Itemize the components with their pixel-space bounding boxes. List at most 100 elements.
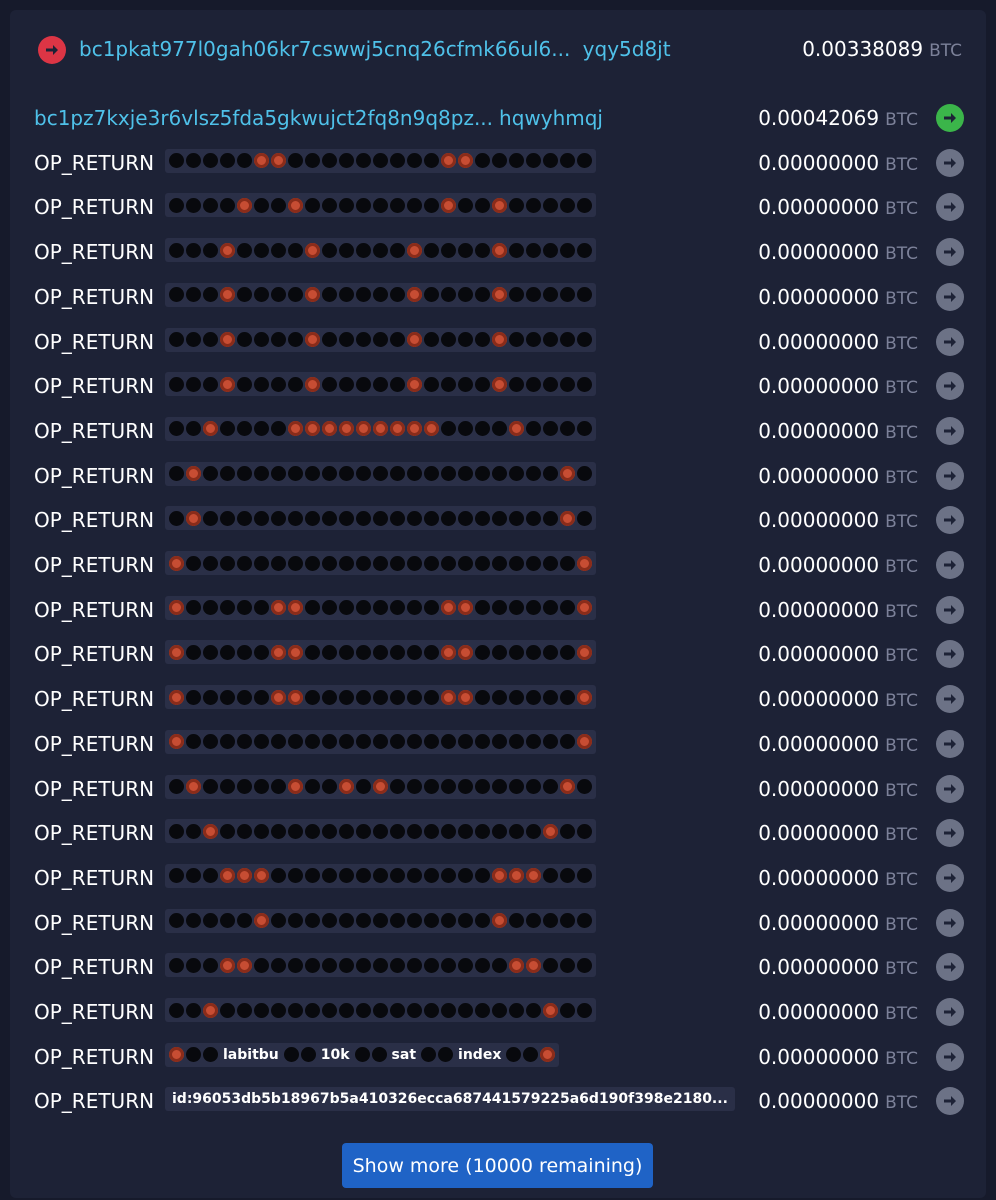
black-circle-emoji: [254, 466, 269, 482]
arrow-right-icon[interactable]: [936, 282, 964, 311]
black-circle-emoji: [254, 823, 269, 839]
output-address-start[interactable]: bc1pz7kxje3r6vlsz5fda5gkwujct2fq8n9q8pz.…: [34, 106, 494, 130]
red-face-emoji: [186, 510, 201, 526]
arrow-right-icon[interactable]: [936, 193, 964, 222]
black-circle-emoji: [475, 421, 490, 437]
black-circle-emoji: [509, 823, 524, 839]
black-circle-emoji: [220, 779, 235, 794]
black-circle-emoji: [526, 779, 541, 794]
output-amount-value: 0.00000000: [758, 776, 880, 801]
black-circle-emoji: [186, 555, 201, 571]
black-circle-emoji: [237, 466, 252, 482]
arrow-right-icon[interactable]: [38, 36, 66, 64]
arrow-right-icon[interactable]: [936, 640, 964, 669]
black-circle-emoji: [254, 957, 269, 973]
black-circle-emoji: [492, 957, 507, 973]
arrow-right-icon[interactable]: [936, 685, 964, 714]
red-face-emoji: [424, 421, 439, 437]
output-row: OP_RETURN 0.00000000 BTC: [34, 994, 964, 1034]
op-return-label: OP_RETURN: [34, 374, 155, 399]
black-circle-emoji: [339, 510, 354, 526]
output-row: OP_RETURN 0.00000000 BTC: [34, 771, 964, 811]
arrow-right-icon[interactable]: [936, 372, 964, 401]
output-amount-value: 0.00000000: [758, 195, 880, 220]
black-circle-emoji: [356, 734, 371, 750]
black-circle-emoji: [186, 600, 201, 616]
output-amount-value: 0.00000000: [758, 150, 880, 175]
arrow-right-icon[interactable]: [936, 819, 964, 848]
black-circle-emoji: [237, 689, 252, 705]
black-circle-emoji: [305, 555, 320, 571]
arrow-right-icon[interactable]: [936, 461, 964, 490]
black-circle-emoji: [475, 1002, 490, 1018]
black-circle-emoji: [543, 957, 558, 973]
black-circle-emoji: [169, 779, 184, 794]
input-address-start[interactable]: bc1pkat977l0gah06kr7cswwj5cnq26cfmk66ul6…: [79, 37, 571, 61]
black-circle-emoji: [186, 1002, 201, 1018]
arrow-right-icon[interactable]: [936, 1042, 964, 1071]
arrow-right-icon[interactable]: [936, 908, 964, 937]
black-circle-emoji: [220, 510, 235, 526]
arrow-right-icon[interactable]: [936, 1087, 964, 1116]
input-address-link[interactable]: bc1pkat977l0gah06kr7cswwj5cnq26cfmk66ul6…: [79, 37, 671, 61]
arrow-right-icon[interactable]: [936, 506, 964, 535]
arrow-right-icon[interactable]: [936, 104, 964, 132]
black-circle-emoji: [254, 287, 269, 303]
black-circle-emoji: [560, 868, 575, 884]
black-circle-emoji: [288, 242, 303, 258]
black-circle-emoji: [560, 823, 575, 839]
output-row: OP_RETURN 0.00000000 BTC: [34, 726, 964, 766]
black-circle-emoji: [492, 779, 507, 794]
red-face-emoji: [254, 913, 269, 929]
arrow-right-icon[interactable]: [936, 327, 964, 356]
output-address-link[interactable]: bc1pz7kxje3r6vlsz5fda5gkwujct2fq8n9q8pz.…: [34, 106, 603, 130]
black-circle-emoji: [390, 823, 405, 839]
arrow-right-icon[interactable]: [936, 729, 964, 758]
red-face-emoji: [526, 957, 541, 973]
black-circle-emoji: [288, 332, 303, 347]
black-circle-emoji: [271, 510, 286, 526]
red-face-emoji: [254, 868, 269, 884]
input-address-end[interactable]: yqy5d8jt: [582, 37, 671, 61]
output-address-end[interactable]: hqwyhmqj: [499, 106, 603, 130]
red-face-emoji: [407, 376, 422, 392]
black-circle-emoji: [237, 332, 252, 347]
black-circle-emoji: [424, 332, 439, 347]
arrow-right-icon[interactable]: [936, 595, 964, 624]
black-circle-emoji: [526, 421, 541, 437]
black-circle-emoji: [390, 376, 405, 392]
red-face-emoji: [220, 287, 235, 303]
black-circle-emoji: [186, 197, 201, 213]
black-circle-emoji: [390, 913, 405, 929]
black-circle-emoji: [203, 734, 218, 750]
output-amount-unit: BTC: [885, 646, 918, 667]
red-face-emoji: [540, 1047, 556, 1063]
black-circle-emoji: [220, 644, 235, 660]
black-circle-emoji: [220, 823, 235, 839]
black-circle-emoji: [475, 287, 490, 303]
arrow-right-icon[interactable]: [936, 953, 964, 982]
black-circle-emoji: [424, 376, 439, 392]
arrow-right-icon[interactable]: [936, 774, 964, 803]
black-circle-emoji: [407, 1002, 422, 1018]
op-return-label: OP_RETURN: [34, 687, 155, 712]
arrow-right-icon[interactable]: [936, 998, 964, 1026]
arrow-right-icon[interactable]: [936, 551, 964, 579]
show-more-button[interactable]: Show more (10000 remaining): [342, 1143, 653, 1188]
black-circle-emoji: [186, 421, 201, 437]
arrow-right-icon[interactable]: [936, 416, 964, 445]
black-circle-emoji: [407, 734, 422, 750]
black-circle-emoji: [271, 466, 286, 482]
output-amount: 0.00000000 BTC: [758, 955, 918, 979]
arrow-right-icon[interactable]: [936, 238, 964, 267]
black-circle-emoji: [254, 644, 269, 660]
red-face-emoji: [322, 421, 337, 437]
red-face-emoji: [169, 555, 184, 571]
arrow-right-icon[interactable]: [936, 148, 964, 177]
black-circle-emoji: [283, 1047, 299, 1063]
arrow-right-icon[interactable]: [936, 863, 964, 892]
black-circle-emoji: [407, 197, 422, 213]
black-circle-emoji: [492, 823, 507, 839]
black-circle-emoji: [560, 376, 575, 392]
black-circle-emoji: [509, 689, 524, 705]
